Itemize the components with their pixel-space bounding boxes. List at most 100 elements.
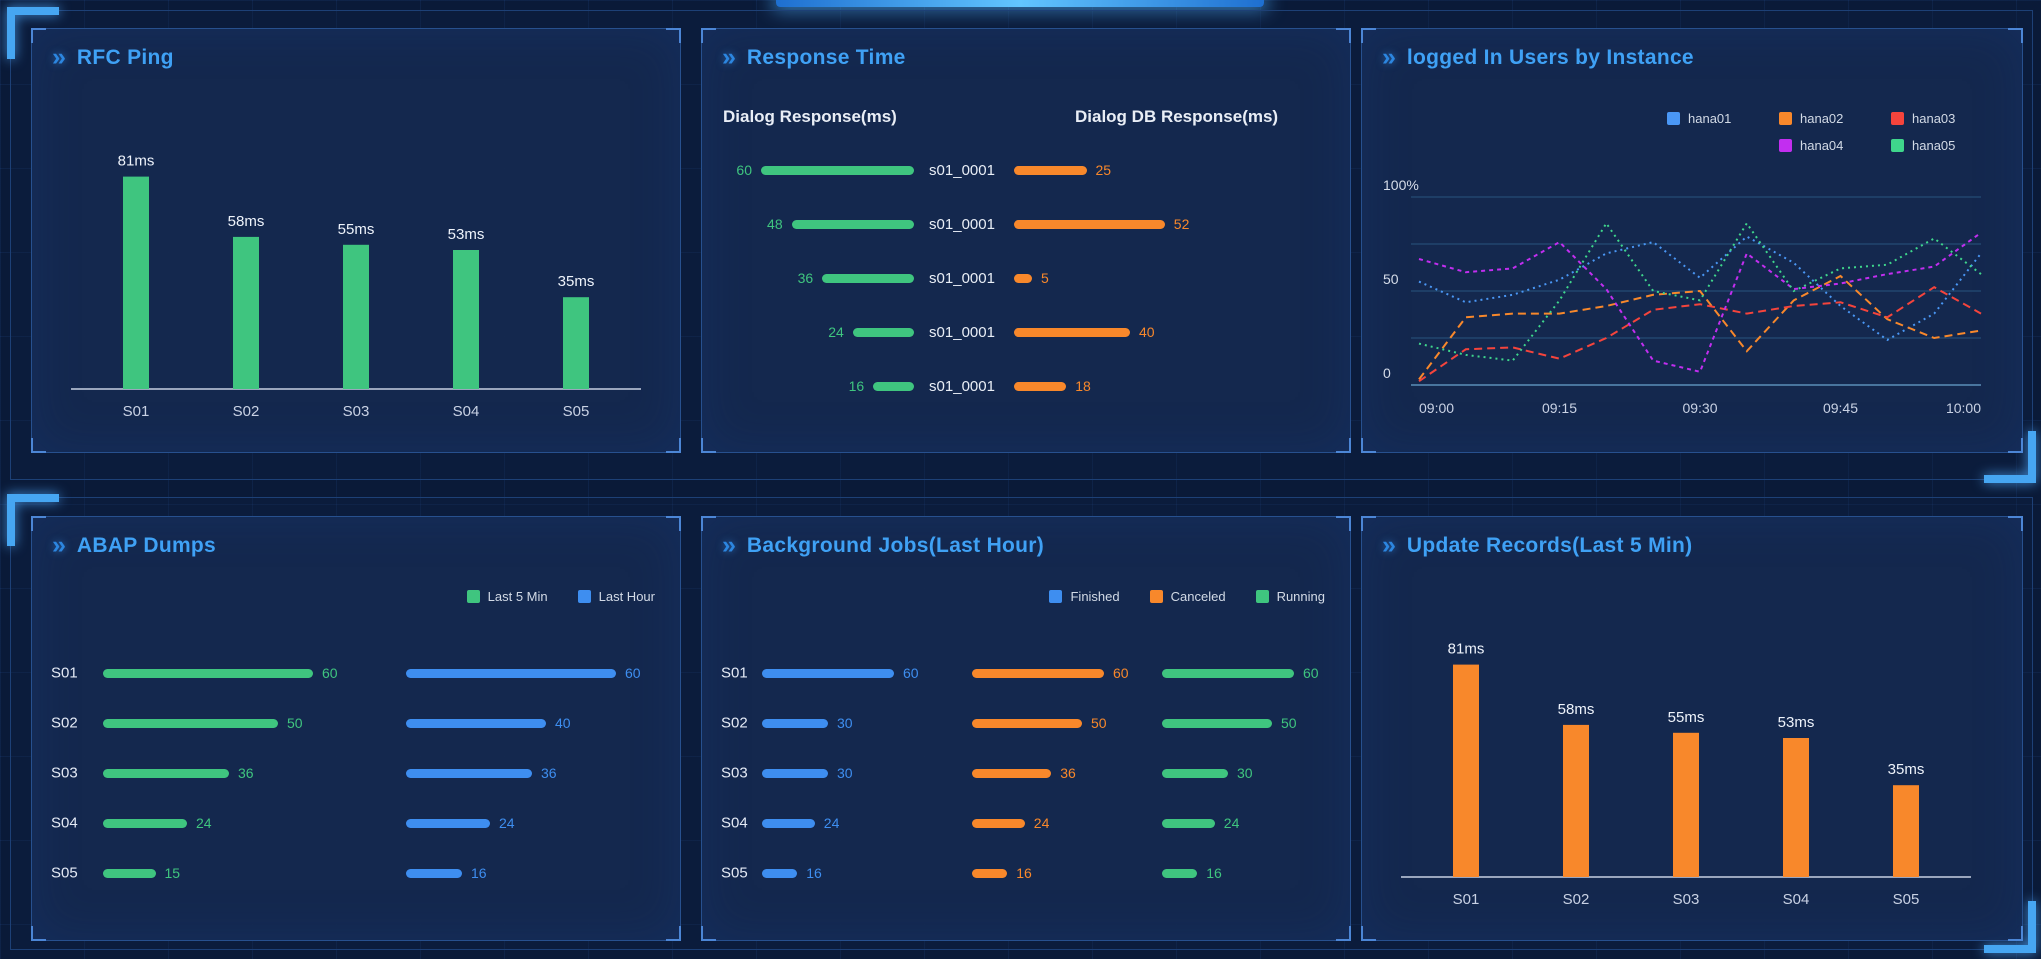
panel-corner-tick bbox=[701, 516, 716, 531]
panel-corner-tick bbox=[701, 438, 716, 453]
panel-corner-tick bbox=[666, 28, 681, 43]
running-bar bbox=[1162, 718, 1272, 728]
bar-S05 bbox=[563, 297, 589, 389]
panel-header: » Response Time bbox=[702, 29, 1350, 70]
legend-swatch bbox=[577, 590, 591, 603]
last-hour-value: 40 bbox=[555, 715, 571, 731]
row-category-label: S05 bbox=[721, 864, 748, 882]
logged-in-users-svg: 100% 50 0 09:00 09:15 09:30 09:45 10:00 bbox=[1383, 177, 1982, 416]
last-5-min-value: 50 bbox=[287, 715, 303, 731]
legend-item-canceled[interactable]: Canceled bbox=[1149, 589, 1226, 604]
panel-title: Update Records(Last 5 Min) bbox=[1406, 533, 1693, 557]
dialog-db-response-value: 25 bbox=[1095, 162, 1112, 178]
bar-value-label: 53ms bbox=[448, 226, 485, 243]
abap-dumps-rows: S01 60 60 S02 50 40 S03 36 36 S04 24 24 S05 15 16 bbox=[51, 648, 661, 898]
dialog-response-value: 48 bbox=[767, 216, 783, 232]
bar-S03 bbox=[343, 244, 369, 389]
legend-item-hana01[interactable]: hana01 bbox=[1667, 111, 1779, 126]
running-value: 16 bbox=[1206, 865, 1222, 881]
canceled-value: 16 bbox=[1016, 865, 1032, 881]
last-hour-bar bbox=[406, 668, 616, 678]
running-bar bbox=[1162, 768, 1228, 778]
bar-value-label: 58ms bbox=[1558, 701, 1595, 718]
legend-swatch bbox=[1049, 590, 1063, 603]
running-bar bbox=[1162, 668, 1294, 678]
line-hana03 bbox=[1418, 286, 1982, 383]
chart-legend: Finished Canceled Running bbox=[721, 589, 1325, 604]
row-S01: S01 60 60 bbox=[51, 648, 661, 698]
panel-update-records: » Update Records(Last 5 Min) 81ms S01 58ms… bbox=[1361, 516, 2023, 941]
legend-swatch bbox=[1779, 112, 1792, 125]
row-category-label: S02 bbox=[51, 714, 78, 732]
finished-bar bbox=[762, 818, 815, 828]
last-hour-bar bbox=[406, 868, 462, 878]
row-frame-bottom: » ABAP Dumps Last 5 Min Last Hour S01 60 60 S… bbox=[7, 494, 2036, 953]
legend-label: hana03 bbox=[1912, 111, 1956, 126]
col-header-dialog-response: Dialog Response(ms) bbox=[723, 107, 897, 126]
last-hour-value: 60 bbox=[625, 665, 641, 681]
panel-corner-tick bbox=[31, 28, 46, 43]
panel-header: » ABAP Dumps bbox=[32, 517, 680, 558]
last-5-min-value: 15 bbox=[164, 865, 181, 881]
finished-bar bbox=[762, 768, 828, 778]
row-S05: S05 16 16 16 bbox=[721, 848, 1331, 898]
dialog-response-bar bbox=[761, 165, 914, 175]
rfc-ping-svg: 81ms S01 58ms S02 55ms S03 53ms S04 35ms S05 bbox=[71, 153, 641, 420]
legend-item-finished[interactable]: Finished bbox=[1049, 589, 1120, 604]
double-chevron-icon: » bbox=[1382, 531, 1396, 559]
panel-title: RFC Ping bbox=[76, 45, 174, 69]
canceled-bar bbox=[972, 718, 1082, 728]
row-S03: S03 36 36 bbox=[51, 748, 661, 798]
dialog-db-response-value: 52 bbox=[1173, 216, 1190, 232]
canceled-bar bbox=[972, 668, 1104, 678]
panel-corner-tick bbox=[1361, 926, 1376, 941]
legend-item-hana04[interactable]: hana04 bbox=[1779, 138, 1891, 153]
dialog-db-response-value: 40 bbox=[1139, 324, 1155, 340]
panel-corner-tick bbox=[2008, 438, 2023, 453]
row-category-label: S04 bbox=[51, 814, 78, 832]
dialog-response-value: 60 bbox=[736, 162, 752, 178]
bar-value-label: 55ms bbox=[338, 221, 375, 238]
legend-item-hana02[interactable]: hana02 bbox=[1779, 111, 1891, 126]
legend-swatch bbox=[1667, 112, 1680, 125]
x-tick-label: 09:45 bbox=[1823, 400, 1858, 416]
panel-abap-dumps: » ABAP Dumps Last 5 Min Last Hour S01 60 60 S… bbox=[31, 516, 681, 941]
legend-item-hana05[interactable]: hana05 bbox=[1891, 138, 2003, 153]
bar-category-label: S01 bbox=[123, 403, 150, 420]
legend-item-hana03[interactable]: hana03 bbox=[1891, 111, 2003, 126]
canceled-value: 36 bbox=[1060, 765, 1076, 781]
dialog-response-bar bbox=[873, 381, 914, 391]
logged-in-users-chart: hana01 hana02 hana03 hana04 hana05 100% 50 0 09:… bbox=[1381, 89, 2003, 444]
double-chevron-icon: » bbox=[722, 43, 736, 71]
last-5-min-bar bbox=[103, 868, 156, 878]
panel-corner-tick bbox=[1336, 28, 1351, 43]
response-rows: 60 s01_0001 25 48 s01_0001 52 36 s01_0001 5 24 s01… bbox=[721, 143, 1331, 413]
legend-item-last-5-min[interactable]: Last 5 Min bbox=[466, 589, 548, 604]
legend-label: hana04 bbox=[1800, 138, 1844, 153]
running-value: 60 bbox=[1303, 665, 1319, 681]
row-category-label: S01 bbox=[721, 664, 748, 682]
panel-corner-tick bbox=[1361, 28, 1376, 43]
legend-item-last-hour[interactable]: Last Hour bbox=[577, 589, 655, 604]
last-hour-bar bbox=[406, 768, 532, 778]
y-tick-label: 50 bbox=[1383, 271, 1399, 287]
legend-swatch bbox=[1891, 112, 1904, 125]
panel-corner-tick bbox=[666, 926, 681, 941]
bar-category-label: S02 bbox=[1563, 891, 1590, 908]
frame-corner-accent-bottom-right bbox=[1984, 431, 2036, 483]
legend-item-running[interactable]: Running bbox=[1255, 589, 1325, 604]
bar-value-label: 58ms bbox=[228, 213, 265, 230]
bar-category-label: S02 bbox=[233, 403, 260, 420]
panel-header: » Background Jobs(Last Hour) bbox=[702, 517, 1350, 558]
legend-label: Running bbox=[1276, 589, 1325, 604]
bar-category-label: S03 bbox=[343, 403, 370, 420]
finished-value: 24 bbox=[823, 815, 840, 831]
dialog-db-response-bar bbox=[1014, 165, 1087, 175]
bar-S05 bbox=[1893, 785, 1919, 877]
panel-corner-tick bbox=[2008, 516, 2023, 531]
dialog-db-response-value: 18 bbox=[1075, 378, 1091, 394]
canceled-value: 60 bbox=[1113, 665, 1129, 681]
legend-swatch bbox=[1149, 590, 1163, 603]
finished-value: 16 bbox=[806, 865, 822, 881]
instance-label: s01_0001 bbox=[929, 215, 995, 233]
